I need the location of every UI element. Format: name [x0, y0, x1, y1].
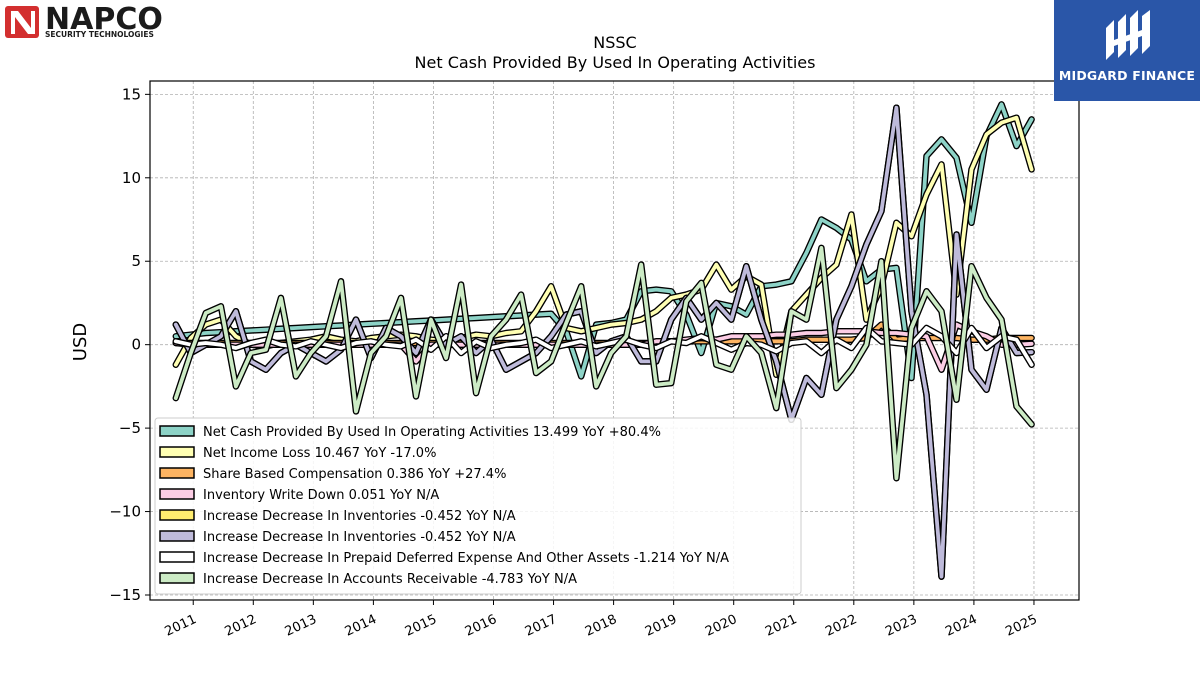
legend-swatch	[159, 488, 195, 500]
legend-swatch	[159, 446, 195, 458]
x-tick-label: 2017	[523, 612, 559, 640]
y-tick-label: 15	[122, 85, 141, 103]
x-tick-label: 2011	[163, 612, 199, 640]
brand-name: NAPCO	[45, 4, 163, 37]
legend-box	[154, 417, 802, 595]
legend-label: Inventory Write Down 0.051 YoY N/A	[203, 488, 439, 503]
x-tick-label: 2018	[583, 612, 619, 640]
legend-label: Net Income Loss 10.467 YoY -17.0%	[203, 446, 436, 461]
plot-frame	[149, 80, 1080, 601]
x-tick-label: 2012	[223, 612, 259, 640]
x-tick-label: 2022	[823, 612, 859, 640]
x-tick-label: 2023	[883, 612, 919, 640]
series-line-7	[173, 245, 1034, 481]
y-tick-label: 10	[122, 169, 141, 187]
legend-swatch	[159, 530, 195, 542]
y-axis-label: USD	[70, 323, 91, 361]
y-axis: 15 10 5 0 −5 −10 −15	[109, 85, 150, 604]
x-tick-label: 2013	[283, 612, 319, 640]
legend-label: Share Based Compensation 0.386 YoY +27.4…	[203, 467, 506, 482]
series-line-1	[173, 115, 1034, 377]
legend-label: Increase Decrease In Prepaid Deferred Ex…	[203, 551, 729, 566]
x-tick-label: 2019	[643, 612, 679, 640]
chart-subtitle: Net Cash Provided By Used In Operating A…	[415, 53, 816, 72]
x-tick-label: 2016	[463, 612, 499, 640]
x-tick-label: 2015	[403, 612, 439, 640]
legend-swatch	[159, 509, 195, 521]
legend-swatch	[159, 467, 195, 479]
napco-logo: NAPCO SECURITY TECHNOLOGIES	[5, 2, 210, 40]
y-tick-label: 0	[131, 336, 141, 354]
x-tick-label: 2024	[943, 612, 979, 640]
legend-label: Increase Decrease In Inventories -0.452 …	[203, 530, 516, 545]
x-tick-label: 2014	[343, 612, 379, 640]
y-tick-label: −10	[109, 503, 141, 521]
x-tick-label: 2021	[763, 612, 799, 640]
legend: Net Cash Provided By Used In Operating A…	[154, 417, 802, 595]
watermark-text: MIDGARD FINANCE	[1058, 68, 1196, 83]
legend-label: Increase Decrease In Inventories -0.452 …	[203, 509, 516, 524]
x-tick-label: 2020	[703, 612, 739, 640]
napco-emblem-glyph	[11, 11, 35, 34]
x-tick-label: 2025	[1003, 612, 1039, 640]
chart-title: NSSC	[593, 33, 636, 52]
y-tick-label: −15	[109, 586, 141, 604]
legend-label: Increase Decrease In Accounts Receivable…	[203, 572, 577, 587]
x-axis: 2011 2012 2013 2014 2015 2016 2017 2018 2019 2020…	[163, 600, 1040, 640]
legend-swatch	[159, 551, 195, 563]
brand-tagline: SECURITY TECHNOLOGIES	[45, 30, 154, 39]
y-tick-label: 5	[131, 252, 141, 270]
legend-label: Net Cash Provided By Used In Operating A…	[203, 425, 661, 440]
y-tick-label: −5	[119, 419, 141, 437]
legend-swatch	[159, 572, 195, 584]
midgard-watermark: MIDGARD FINANCE	[1054, 0, 1200, 101]
series-layer	[172, 101, 1035, 580]
midgard-logo-icon	[1106, 10, 1150, 60]
legend-swatch	[159, 425, 195, 437]
